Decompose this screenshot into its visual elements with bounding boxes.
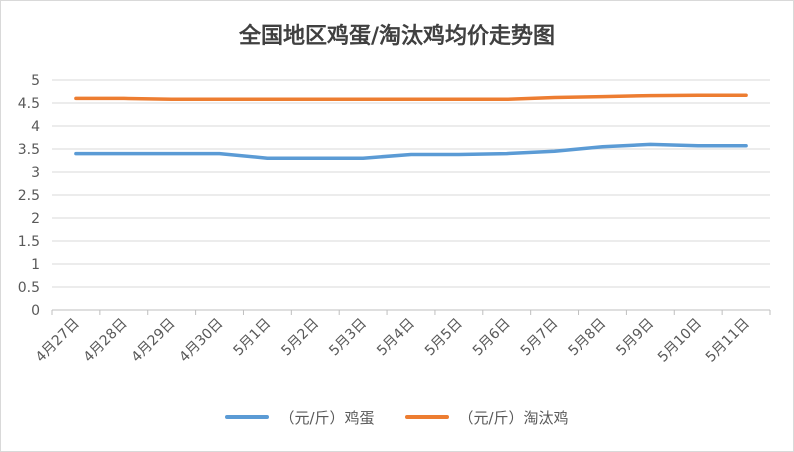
x-tick-label: 5月7日 — [518, 316, 562, 360]
x-tick-label: 5月6日 — [470, 316, 514, 360]
y-tick-label: 2 — [31, 211, 40, 227]
y-tick-label: 5 — [31, 73, 40, 89]
x-tick-label: 5月5日 — [422, 316, 466, 360]
y-tick-label: 1.5 — [18, 234, 40, 250]
y-tick-label: 0.5 — [18, 280, 40, 296]
y-tick-label: 0 — [31, 303, 40, 319]
y-tick-label: 4 — [31, 119, 40, 135]
chart-legend: （元/斤）鸡蛋 （元/斤）淘汰鸡 — [0, 405, 794, 429]
x-tick-label: 5月4日 — [374, 316, 418, 360]
chart-title: 全国地区鸡蛋/淘汰鸡均价走势图 — [238, 24, 556, 49]
y-tick-label: 4.5 — [18, 96, 40, 112]
x-tick-label: 5月2日 — [278, 316, 322, 360]
series-line-1 — [74, 93, 748, 102]
y-tick-label: 2.5 — [18, 188, 40, 204]
y-tick-label: 3 — [31, 165, 40, 181]
x-tick-label: 5月9日 — [613, 316, 657, 360]
legend-label-culled-chicken: （元/斤）淘汰鸡 — [458, 408, 569, 427]
legend-item-egg: （元/斤）鸡蛋 — [225, 407, 375, 428]
x-tick-label: 4月30日 — [176, 316, 226, 366]
legend-label-egg: （元/斤）鸡蛋 — [279, 408, 375, 427]
x-tick-label: 4月27日 — [33, 316, 83, 366]
legend-item-culled-chicken: （元/斤）淘汰鸡 — [404, 407, 569, 428]
y-tick-label: 1 — [31, 257, 40, 273]
x-tick-label: 4月28日 — [81, 316, 131, 366]
x-tick-label: 5月10日 — [655, 316, 705, 366]
legend-swatch-egg — [225, 415, 270, 419]
series-line-0 — [74, 142, 748, 160]
y-tick-label: 3.5 — [18, 142, 40, 158]
x-tick-label: 5月8日 — [566, 316, 610, 360]
x-tick-label: 4月29日 — [128, 316, 178, 366]
x-tick-label: 5月11日 — [703, 316, 753, 366]
x-tick-label: 5月3日 — [326, 316, 370, 360]
x-tick-label: 5月1日 — [231, 316, 275, 360]
legend-swatch-culled-chicken — [404, 415, 449, 419]
